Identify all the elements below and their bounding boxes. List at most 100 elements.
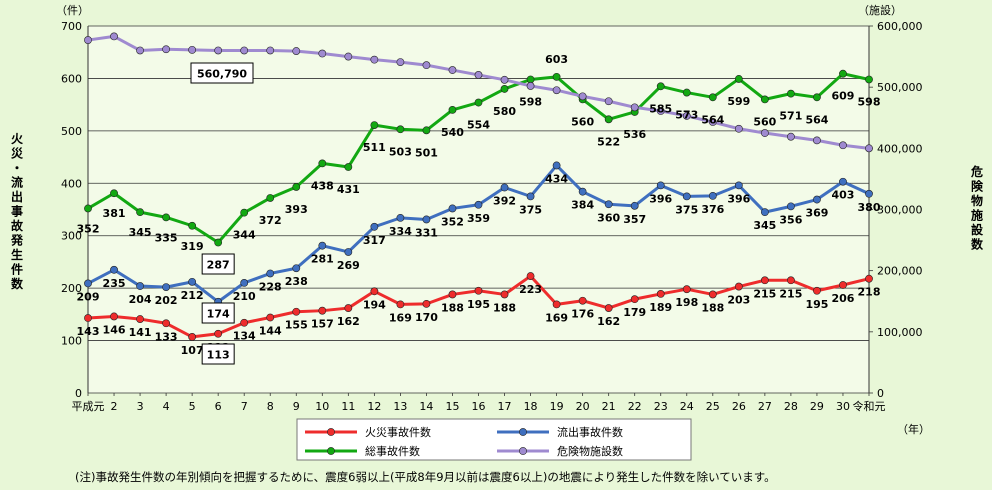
data-point <box>760 129 769 137</box>
data-point <box>292 183 301 191</box>
axis-label-char: 物 <box>971 193 983 208</box>
data-point <box>526 192 535 201</box>
data-label: 143 <box>77 325 100 338</box>
data-label: 603 <box>545 53 568 66</box>
data-label: 554 <box>467 119 490 132</box>
data-point <box>474 200 483 209</box>
data-label: 134 <box>233 330 256 343</box>
data-label: 162 <box>597 315 620 328</box>
data-point <box>266 194 275 202</box>
annotation-text: 287 <box>207 259 230 272</box>
data-label: 375 <box>675 203 698 216</box>
axis-label-char: 数 <box>971 237 984 252</box>
data-point <box>266 269 275 278</box>
data-label: 381 <box>103 207 126 220</box>
data-label: 195 <box>467 298 490 311</box>
x-tick-label: 12 <box>367 400 381 413</box>
data-point <box>787 276 795 285</box>
data-point <box>734 75 743 83</box>
data-label: 202 <box>155 294 178 307</box>
data-point <box>136 315 144 323</box>
data-label: 141 <box>129 326 152 339</box>
data-point <box>136 282 144 290</box>
axis-label-char: 件 <box>11 262 23 277</box>
data-label: 372 <box>259 214 282 227</box>
data-point <box>682 285 691 294</box>
data-point <box>604 115 613 124</box>
data-label: 345 <box>129 226 152 239</box>
annotation-box <box>190 62 254 84</box>
data-label: 334 <box>389 225 412 238</box>
data-point <box>500 290 509 299</box>
data-label: 438 <box>311 179 334 192</box>
data-label: 384 <box>571 199 594 212</box>
data-label: 169 <box>545 311 568 324</box>
data-label: 204 <box>129 293 152 306</box>
data-label: 564 <box>701 113 724 126</box>
data-point <box>813 93 821 102</box>
series-2 <box>84 161 873 306</box>
data-label: 571 <box>779 110 802 123</box>
x-tick-label: 令和元 <box>853 399 886 413</box>
data-point <box>422 215 431 224</box>
right-tick-label: 500,000 <box>877 81 923 94</box>
data-label: 375 <box>519 203 542 216</box>
data-point <box>813 136 821 145</box>
footnote: (注)事故発生件数の年別傾向を把握するために、震度6弱以上(平成8年9月以前は震… <box>75 470 776 484</box>
data-label: 157 <box>311 318 334 331</box>
data-point <box>162 319 170 328</box>
data-label: 218 <box>858 286 881 299</box>
data-point <box>813 286 821 295</box>
data-point <box>682 88 691 97</box>
data-point <box>500 183 509 192</box>
x-tick-label: 14 <box>419 400 433 413</box>
series-3 <box>84 69 873 247</box>
data-point <box>110 312 118 321</box>
data-point <box>422 299 431 308</box>
series-layer <box>84 32 873 341</box>
data-point <box>344 52 353 61</box>
right-tick-label: 300,000 <box>877 204 923 217</box>
axis-label-char: 事 <box>11 204 23 219</box>
data-label: 144 <box>259 325 282 338</box>
data-label: 503 <box>389 145 412 158</box>
data-point <box>578 187 587 196</box>
x-axis-unit: （年） <box>897 422 930 436</box>
data-label: 345 <box>753 219 776 232</box>
annotation-text: 560,790 <box>197 68 247 81</box>
data-point <box>656 82 665 91</box>
data-label: 212 <box>181 289 204 302</box>
data-labels: 1431461411331071131341441551571621941691… <box>77 53 881 357</box>
data-point <box>318 49 327 58</box>
axis-label-char: 険 <box>971 179 984 194</box>
data-label: 281 <box>311 253 334 266</box>
data-point <box>604 200 613 209</box>
data-label: 560 <box>753 115 776 128</box>
data-point <box>474 71 483 79</box>
data-point <box>344 248 353 256</box>
annotation-text: 174 <box>207 308 230 321</box>
x-tick-label: 6 <box>215 400 222 413</box>
data-label: 228 <box>259 280 282 293</box>
right-tick-label: 0 <box>877 387 884 400</box>
data-point <box>370 121 379 129</box>
x-tick-label: 平成元 <box>72 400 105 413</box>
axis-label-char: ・ <box>11 161 23 175</box>
data-point <box>604 304 613 312</box>
data-label: 107 <box>181 344 204 357</box>
data-label: 396 <box>649 192 672 205</box>
data-point <box>865 75 873 84</box>
data-point <box>604 97 613 106</box>
data-label: 169 <box>389 311 412 324</box>
axis-label-char: 危 <box>970 164 983 179</box>
legend-marker <box>327 447 335 455</box>
data-point <box>448 66 457 74</box>
right-tick-label: 100,000 <box>877 326 923 339</box>
data-point <box>214 46 223 55</box>
data-point <box>110 189 118 198</box>
left-tick-label: 700 <box>61 20 82 33</box>
data-point <box>266 313 275 322</box>
x-tick-label: 11 <box>341 400 355 413</box>
data-label: 369 <box>805 207 828 220</box>
